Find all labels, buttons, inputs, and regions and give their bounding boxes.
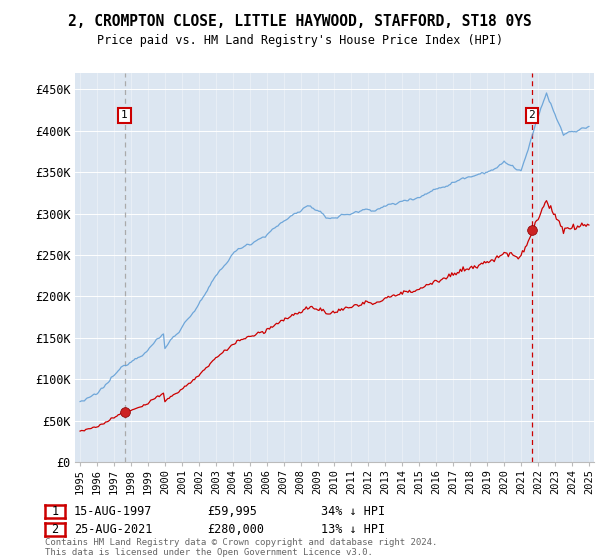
Text: Contains HM Land Registry data © Crown copyright and database right 2024.
This d: Contains HM Land Registry data © Crown c… [45,538,437,557]
Text: 2: 2 [52,523,58,536]
Text: 2: 2 [529,110,535,120]
Text: 1: 1 [121,110,128,120]
Text: £280,000: £280,000 [207,523,264,536]
Text: 13% ↓ HPI: 13% ↓ HPI [321,523,385,536]
Text: 15-AUG-1997: 15-AUG-1997 [74,505,152,518]
Text: 34% ↓ HPI: 34% ↓ HPI [321,505,385,518]
Text: £59,995: £59,995 [207,505,257,518]
Text: 2, CROMPTON CLOSE, LITTLE HAYWOOD, STAFFORD, ST18 0YS: 2, CROMPTON CLOSE, LITTLE HAYWOOD, STAFF… [68,14,532,29]
Text: 1: 1 [52,505,58,518]
Text: 25-AUG-2021: 25-AUG-2021 [74,523,152,536]
Text: Price paid vs. HM Land Registry's House Price Index (HPI): Price paid vs. HM Land Registry's House … [97,34,503,46]
